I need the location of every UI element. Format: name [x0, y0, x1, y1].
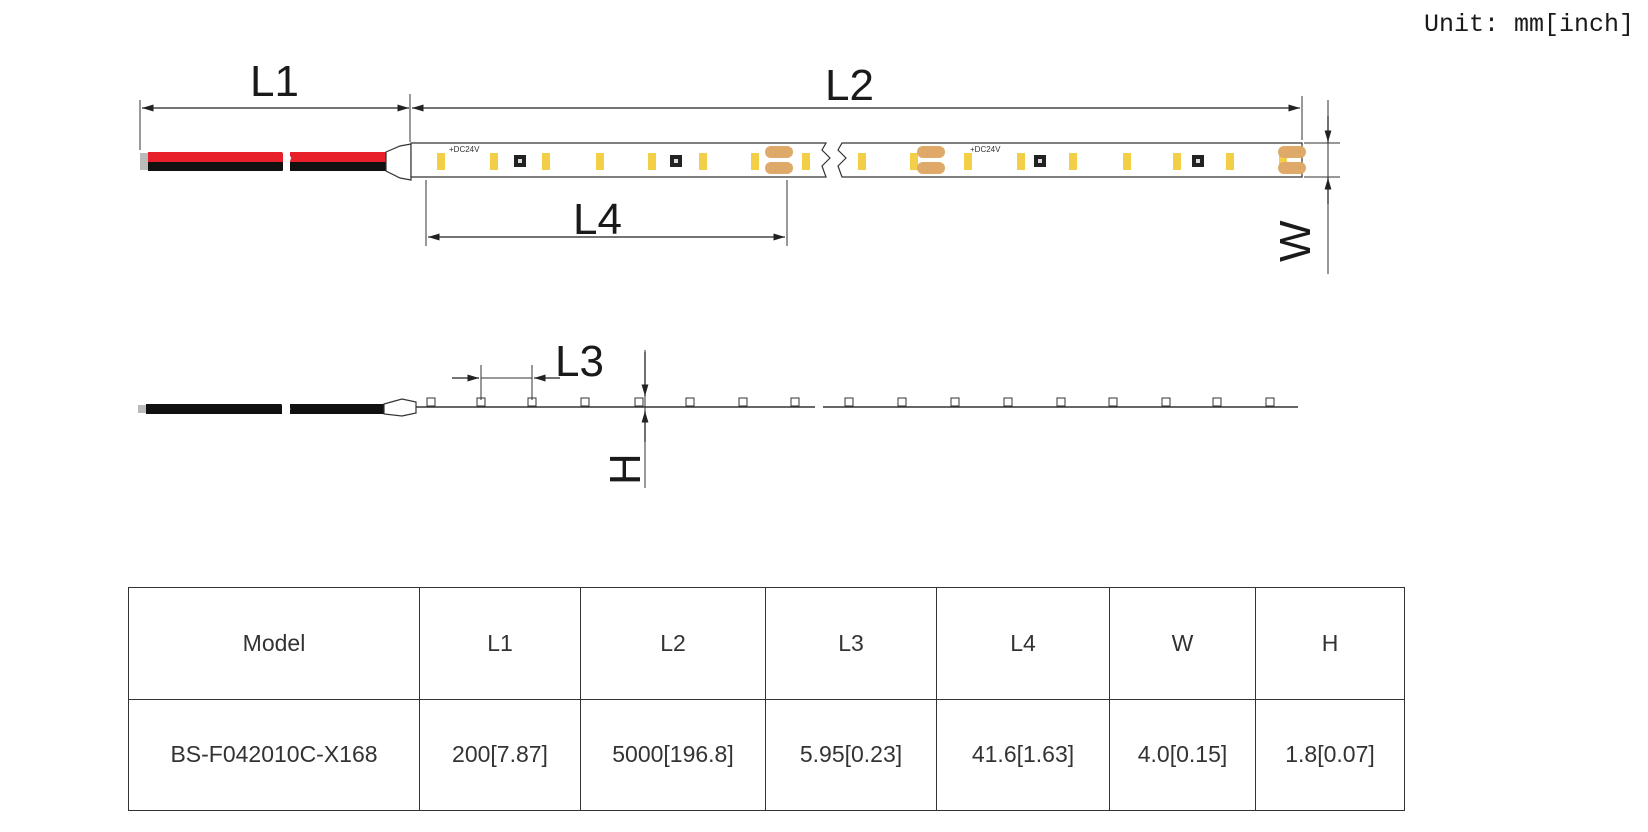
solder-pad — [765, 146, 793, 158]
led-chips — [437, 153, 1287, 170]
solder-pad — [917, 146, 945, 158]
cable-top-view — [140, 143, 412, 181]
l3-label: L3 — [555, 337, 604, 386]
l1-dimension: L1 — [139, 57, 411, 150]
cable-side-view — [138, 398, 417, 418]
spec-table-header-row: Model L1 L2 L3 L4 W H — [128, 587, 1405, 700]
table-row: BS-F042010C-X168 200[7.87] 5000[196.8] 5… — [128, 698, 1405, 811]
header-l4: L4 — [936, 587, 1110, 700]
solder-pad — [765, 162, 793, 174]
side-led-chip — [1161, 397, 1171, 407]
led-chip — [858, 153, 866, 170]
w-dimension: W — [1271, 100, 1340, 274]
header-l2: L2 — [580, 587, 766, 700]
led-chip — [1173, 153, 1181, 170]
l3-dimension: L3 — [452, 337, 604, 400]
header-l3: L3 — [765, 587, 937, 700]
cell-l3: 5.95[0.23] — [765, 698, 937, 811]
l2-dimension: L2 — [412, 61, 1303, 140]
led-chip — [542, 153, 550, 170]
led-chip — [1226, 153, 1234, 170]
solder-pad — [917, 162, 945, 174]
header-l1: L1 — [419, 587, 581, 700]
strip-top-view: +DC24V +DC24V — [410, 142, 1306, 178]
cell-l2: 5000[196.8] — [580, 698, 766, 811]
l2-label: L2 — [825, 61, 874, 110]
side-led-chip — [1265, 397, 1275, 407]
led-chip — [1279, 153, 1287, 170]
led-chip — [1069, 153, 1077, 170]
h-dimension: H — [601, 350, 650, 488]
solder-pad — [1278, 162, 1306, 174]
strip-marking: +DC24V — [449, 145, 480, 154]
cell-l1: 200[7.87] — [419, 698, 581, 811]
header-w: W — [1109, 587, 1256, 700]
side-led-chip — [738, 397, 748, 407]
header-model: Model — [128, 587, 420, 700]
side-led-chip — [580, 397, 590, 407]
led-chip — [699, 153, 707, 170]
side-led-chips — [426, 397, 1275, 407]
resistor-mark — [518, 159, 522, 163]
resistors — [514, 155, 1204, 167]
led-chip — [751, 153, 759, 170]
cell-h: 1.8[0.07] — [1255, 698, 1405, 811]
side-led-chip — [950, 397, 960, 407]
solder-pads — [765, 146, 1306, 174]
l1-label: L1 — [250, 57, 299, 106]
led-chip — [648, 153, 656, 170]
h-label: H — [601, 453, 650, 485]
header-h: H — [1255, 587, 1405, 700]
led-chip — [490, 153, 498, 170]
side-led-chip — [1003, 397, 1013, 407]
led-chip — [596, 153, 604, 170]
side-led-chip — [634, 397, 644, 407]
l4-label: L4 — [573, 195, 622, 244]
side-led-chip — [1212, 397, 1222, 407]
resistor-mark — [674, 159, 678, 163]
strip-side-view — [416, 397, 1298, 408]
cell-l4: 41.6[1.63] — [936, 698, 1110, 811]
side-led-chip — [1056, 397, 1066, 407]
side-led-chip — [897, 397, 907, 407]
led-chip — [437, 153, 445, 170]
led-chip — [802, 153, 810, 170]
led-chip — [1017, 153, 1025, 170]
resistor-mark — [1038, 159, 1042, 163]
side-led-chip — [1108, 397, 1118, 407]
led-chip — [910, 153, 918, 170]
w-label: W — [1271, 220, 1320, 262]
cell-w: 4.0[0.15] — [1109, 698, 1256, 811]
side-led-chip — [426, 397, 436, 407]
led-strip-drawing: +DC24V +DC24V L1 L2 L4 W — [138, 57, 1340, 488]
led-chip — [964, 153, 972, 170]
side-led-chip — [844, 397, 854, 407]
cell-model: BS-F042010C-X168 — [128, 698, 420, 811]
resistor-mark — [1196, 159, 1200, 163]
solder-pad — [1278, 146, 1306, 158]
spec-table: Model L1 L2 L3 L4 W H BS-F042010C-X168 2… — [128, 587, 1405, 811]
strip-marking-2: +DC24V — [970, 145, 1001, 154]
l4-dimension: L4 — [425, 180, 788, 246]
side-led-chip — [790, 397, 800, 407]
led-chip — [1123, 153, 1131, 170]
side-led-chip — [685, 397, 695, 407]
unit-label: Unit: mm[inch] — [1423, 10, 1634, 39]
